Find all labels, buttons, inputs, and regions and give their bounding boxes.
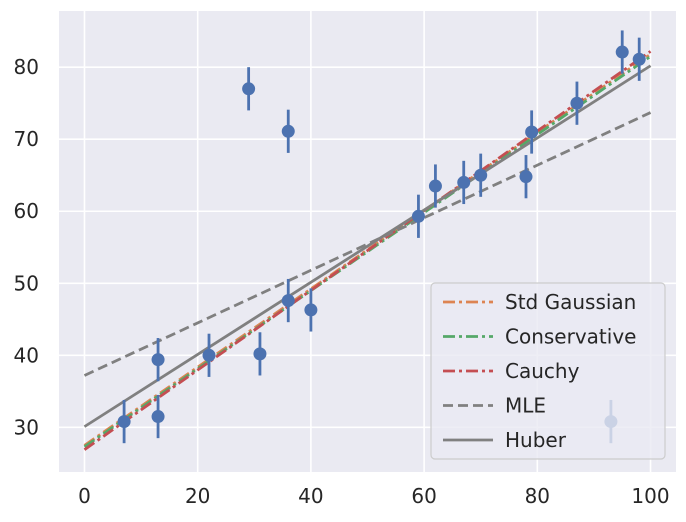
legend-label: MLE [505,394,546,418]
data-point [253,332,267,376]
data-point [632,37,646,81]
y-axis-ticks: 30 40 50 60 70 80 [14,55,39,439]
x-tick-label: 0 [78,484,91,508]
data-point [242,67,256,111]
x-tick-label: 80 [525,484,550,508]
legend-label: Conservative [505,325,636,349]
legend-label: Huber [505,428,567,452]
x-tick-label: 40 [298,484,323,508]
data-point [525,110,539,154]
x-axis-ticks: 0 20 40 60 80 100 [78,484,670,508]
data-point [304,288,318,332]
data-point [202,333,216,377]
legend-label: Std Gaussian [505,290,636,314]
y-tick-label: 30 [14,415,39,439]
data-point [281,278,295,323]
data-point [615,30,629,74]
data-point [428,164,442,208]
legend: Std Gaussian Conservative Cauchy MLE Huber [430,282,666,460]
y-tick-label: 70 [14,127,39,151]
x-tick-label: 20 [185,484,210,508]
y-tick-label: 60 [14,199,39,223]
data-point [281,109,295,153]
y-tick-label: 80 [14,55,39,79]
data-point [151,338,165,382]
data-point [474,153,488,197]
data-point [457,160,471,205]
x-tick-label: 100 [631,484,669,508]
data-point [117,399,131,444]
data-point [570,81,584,125]
legend-label: Cauchy [505,359,580,383]
x-tick-label: 60 [411,484,436,508]
fit-line-cauchy [83,50,652,451]
data-point [519,155,533,199]
y-tick-label: 40 [14,343,39,367]
fit-line-huber [83,64,652,428]
data-point [411,194,425,238]
data-point [151,394,165,439]
y-tick-label: 50 [14,271,39,295]
fit-lines [83,50,652,451]
